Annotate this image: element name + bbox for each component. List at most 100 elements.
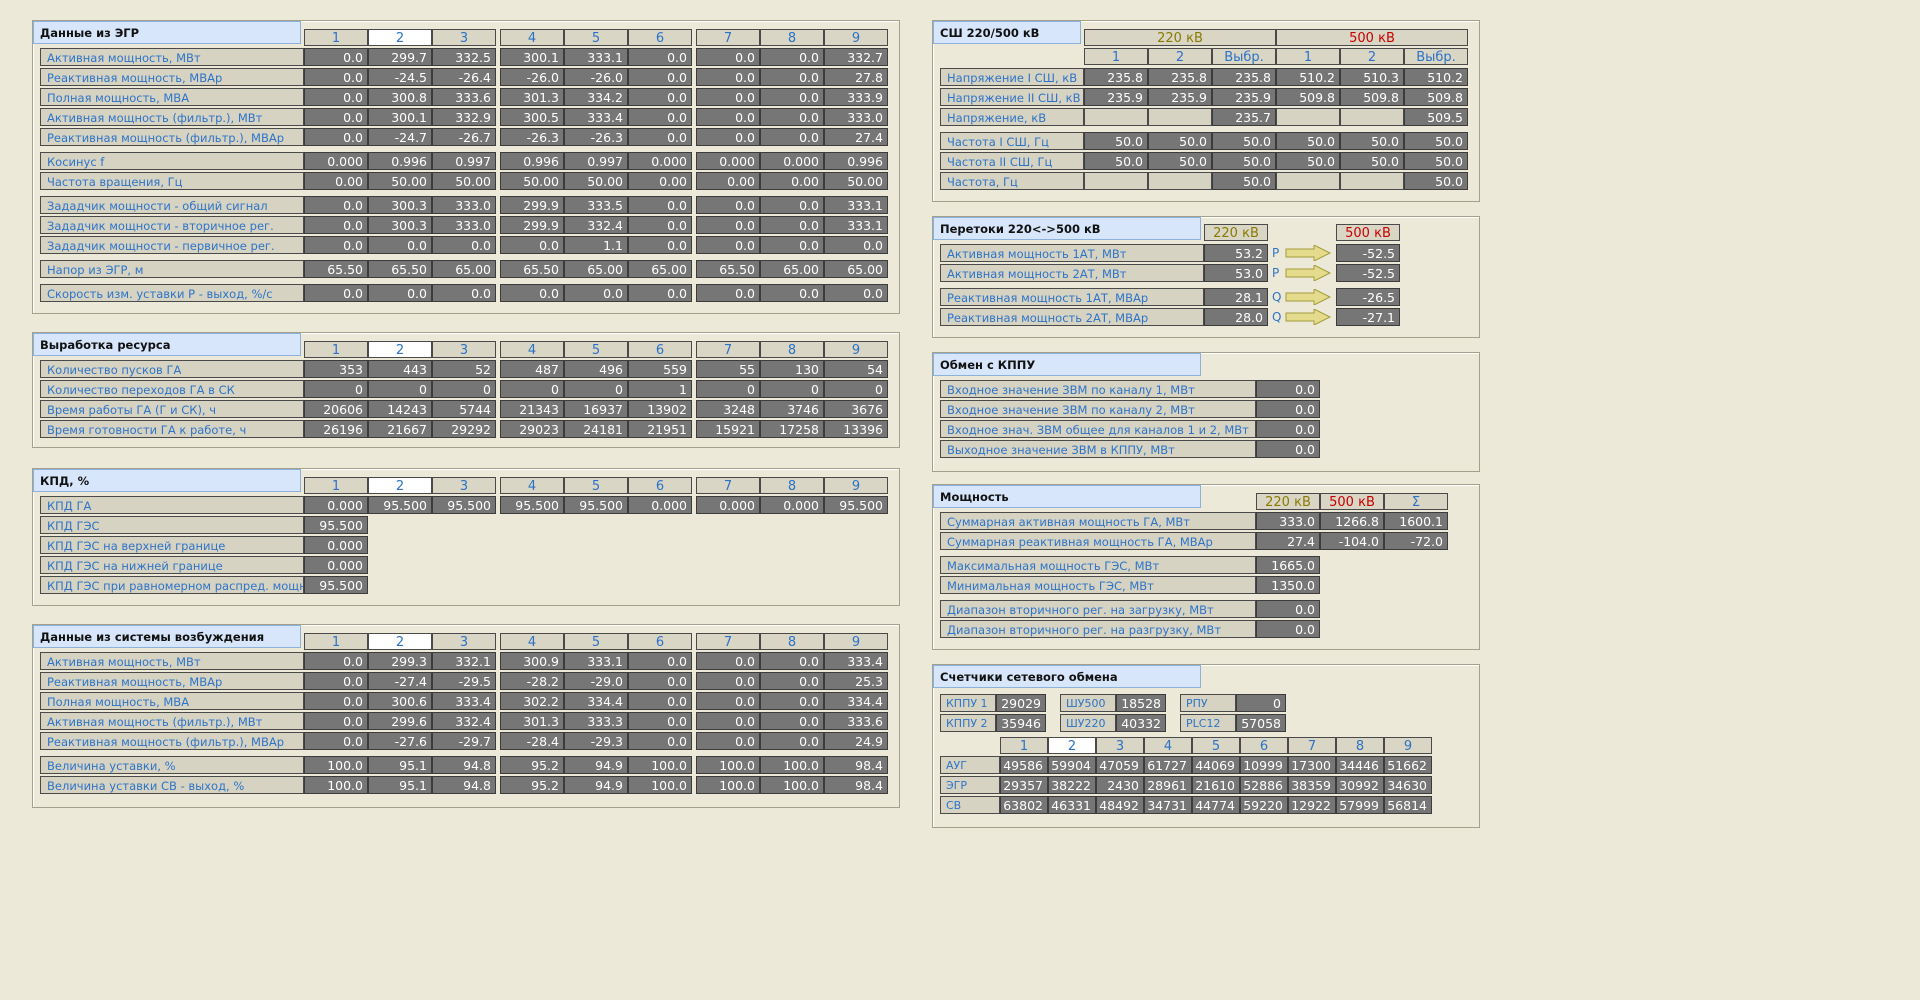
egr-value-cell: 65.00 [824, 260, 888, 278]
egr-col-header[interactable]: 2 [368, 29, 432, 46]
excitation-col-header[interactable]: 4 [500, 633, 564, 650]
excitation-col-header[interactable]: 7 [696, 633, 760, 650]
flows-value-220: 28.1 [1204, 288, 1268, 306]
excitation-col-header[interactable]: 1 [304, 633, 368, 650]
egr-value-cell: 0.0 [628, 48, 692, 66]
excitation-value-cell: 94.8 [432, 776, 496, 794]
kpd-value-cell: 95.500 [304, 516, 368, 534]
excitation-col-header[interactable]: 3 [432, 633, 496, 650]
resource-col-header[interactable]: 2 [368, 341, 432, 358]
counters-value-cell: 30992 [1336, 776, 1384, 794]
egr-value-cell: 0.0 [628, 88, 692, 106]
egr-col-header[interactable]: 9 [824, 29, 888, 46]
flows-row-label: Активная мощность 2АТ, МВт [940, 264, 1204, 282]
bus-value-cell: 235.7 [1212, 108, 1276, 126]
counters-col-header[interactable]: 6 [1240, 737, 1288, 754]
egr-value-cell: 299.7 [368, 48, 432, 66]
bus-value-cell: 235.9 [1212, 88, 1276, 106]
resource-col-header[interactable]: 8 [760, 341, 824, 358]
kpd-col-header[interactable]: 2 [368, 477, 432, 494]
counters-value-cell: 52886 [1240, 776, 1288, 794]
resource-value-cell: 3248 [696, 400, 760, 418]
bus-value-cell: 235.8 [1212, 68, 1276, 86]
bus-subcol-header: Выбр. [1404, 48, 1468, 65]
egr-col-header[interactable]: 8 [760, 29, 824, 46]
resource-col-header[interactable]: 1 [304, 341, 368, 358]
resource-value-cell: 15921 [696, 420, 760, 438]
bus-group-220: 220 кВ [1084, 29, 1276, 46]
egr-value-cell: 0.0 [760, 196, 824, 214]
resource-col-header[interactable]: 3 [432, 341, 496, 358]
kpd-ga-value: 0.000 [304, 496, 368, 514]
resource-value-cell: 13396 [824, 420, 888, 438]
resource-col-header[interactable]: 5 [564, 341, 628, 358]
resource-value-cell: 21667 [368, 420, 432, 438]
resource-col-header[interactable]: 4 [500, 341, 564, 358]
egr-row-label: Зададчик мощности - вторичное рег. [40, 216, 304, 234]
bus-row-label: Частота, Гц [940, 172, 1084, 190]
kpd-col-header[interactable]: 8 [760, 477, 824, 494]
egr-value-cell: 0.0 [760, 48, 824, 66]
counter-pair-value: 40332 [1116, 714, 1166, 732]
resource-col-header[interactable]: 6 [628, 341, 692, 358]
counters-col-header[interactable]: 5 [1192, 737, 1240, 754]
kpd-col-header[interactable]: 3 [432, 477, 496, 494]
excitation-col-header[interactable]: 9 [824, 633, 888, 650]
bus-value-cell [1340, 108, 1404, 126]
egr-value-cell: 0.0 [304, 236, 368, 254]
resource-value-cell: 20606 [304, 400, 368, 418]
excitation-value-cell: 332.1 [432, 652, 496, 670]
counter-pair-value: 0 [1236, 694, 1286, 712]
resource-col-header[interactable]: 7 [696, 341, 760, 358]
excitation-value-cell: 0.0 [628, 712, 692, 730]
excitation-row-label: Активная мощность (фильтр.), МВт [40, 712, 304, 730]
egr-col-header[interactable]: 1 [304, 29, 368, 46]
power-header-220: 220 кВ [1256, 493, 1320, 510]
egr-value-cell: 0.0 [824, 236, 888, 254]
counters-col-header[interactable]: 1 [1000, 737, 1048, 754]
egr-value-cell: 0.000 [628, 152, 692, 170]
egr-value-cell: 0.0 [500, 284, 564, 302]
egr-col-header[interactable]: 4 [500, 29, 564, 46]
kpd-col-header[interactable]: 5 [564, 477, 628, 494]
power-sum-value: 333.0 [1256, 512, 1320, 530]
bus-value-cell [1084, 108, 1148, 126]
excitation-col-header[interactable]: 2 [368, 633, 432, 650]
egr-panel: Данные из ЭГР [32, 20, 900, 314]
excitation-col-header[interactable]: 6 [628, 633, 692, 650]
kpd-ga-value: 0.000 [628, 496, 692, 514]
excitation-col-header[interactable]: 8 [760, 633, 824, 650]
egr-value-cell: 0.0 [304, 108, 368, 126]
kpd-col-header[interactable]: 1 [304, 477, 368, 494]
egr-value-cell: 50.00 [500, 172, 564, 190]
egr-value-cell: 0.0 [304, 128, 368, 146]
egr-col-header[interactable]: 3 [432, 29, 496, 46]
counters-col-header[interactable]: 3 [1096, 737, 1144, 754]
bus-value-cell: 235.8 [1084, 68, 1148, 86]
resource-value-cell: 52 [432, 360, 496, 378]
bus-value-cell: 50.0 [1148, 152, 1212, 170]
excitation-row-label: Реактивная мощность, МВАр [40, 672, 304, 690]
bus-value-cell [1148, 108, 1212, 126]
kpd-col-header[interactable]: 9 [824, 477, 888, 494]
excitation-value-cell: 0.0 [304, 692, 368, 710]
counters-col-header[interactable]: 2 [1048, 737, 1096, 754]
counters-col-header[interactable]: 9 [1384, 737, 1432, 754]
egr-value-cell: 0.0 [824, 284, 888, 302]
resource-col-header[interactable]: 9 [824, 341, 888, 358]
excitation-col-header[interactable]: 5 [564, 633, 628, 650]
counters-col-header[interactable]: 4 [1144, 737, 1192, 754]
counters-col-header[interactable]: 8 [1336, 737, 1384, 754]
egr-value-cell: -26.3 [564, 128, 628, 146]
egr-col-header[interactable]: 5 [564, 29, 628, 46]
egr-col-header[interactable]: 6 [628, 29, 692, 46]
kpd-col-header[interactable]: 4 [500, 477, 564, 494]
egr-col-header[interactable]: 7 [696, 29, 760, 46]
kpd-col-header[interactable]: 7 [696, 477, 760, 494]
kpd-col-header[interactable]: 6 [628, 477, 692, 494]
egr-value-cell: 65.50 [368, 260, 432, 278]
flow-arrow-icon [1285, 245, 1332, 261]
bus-row-label: Напряжение, кВ [940, 108, 1084, 126]
bus-group-500: 500 кВ [1276, 29, 1468, 46]
counters-col-header[interactable]: 7 [1288, 737, 1336, 754]
